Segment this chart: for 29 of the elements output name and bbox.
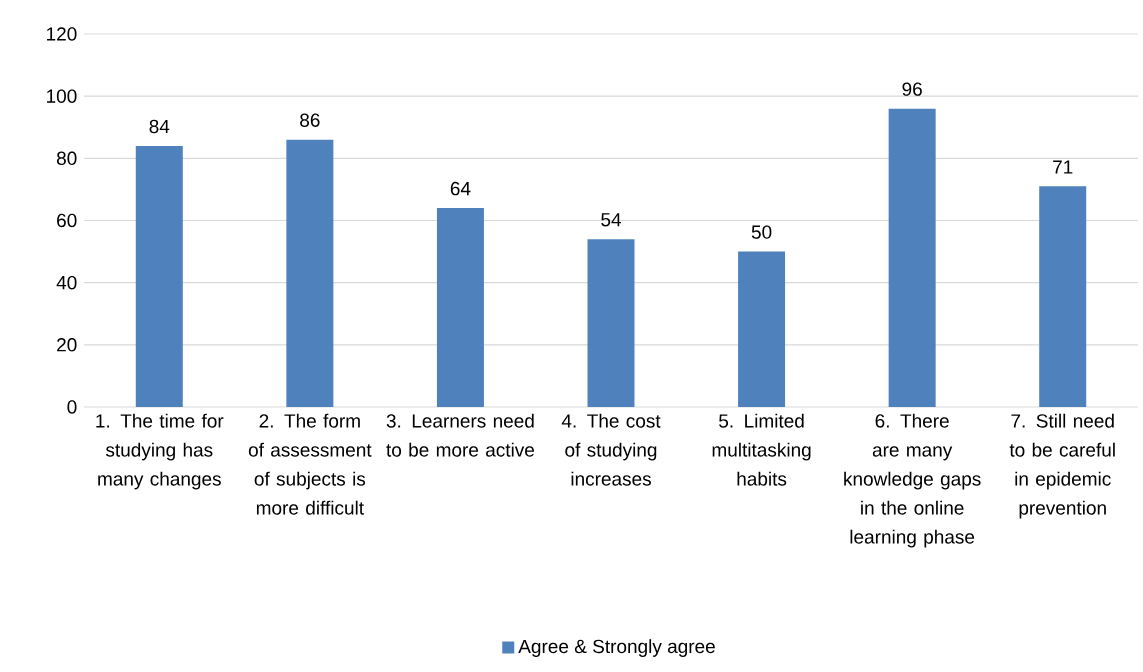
y-tick-label: 20 [57, 338, 77, 352]
data-label: 84 [149, 119, 170, 134]
data-label: 71 [1053, 160, 1073, 174]
legend-label: Agree & Strongly agree [518, 639, 715, 657]
y-tick-label: 40 [56, 275, 77, 290]
y-tick-label: 60 [57, 213, 77, 228]
x-tick-label: 2. The form of assessment of subjects is more difficult [248, 413, 372, 515]
data-label: 64 [450, 181, 471, 196]
bar [587, 239, 635, 407]
data-label: 96 [902, 82, 922, 96]
y-tick-label: 0 [67, 400, 77, 414]
bar [286, 139, 334, 407]
x-tick-label: 3. Learners need to be more active [386, 413, 535, 457]
x-tick-label: 1. The time for studying has many changes [96, 413, 224, 490]
data-label: 86 [300, 113, 320, 127]
x-tick-label: 6. There are many knowledge gaps in the online learning phase [844, 413, 981, 548]
y-tick-label: 80 [56, 151, 77, 166]
y-tick-label: 120 [47, 27, 77, 41]
x-tick-label: 7. Still need to be careful in epidemic prevention [1009, 413, 1115, 519]
bar [1039, 186, 1087, 407]
bar [888, 108, 936, 407]
bar [738, 251, 786, 407]
bar [135, 145, 183, 407]
data-label: 50 [751, 225, 772, 239]
x-tick-label: 4. The cost of studying increases [561, 413, 661, 486]
bar [436, 208, 484, 407]
data-label: 54 [601, 213, 622, 227]
x-tick-label: 5. Limited multitasking habits [712, 413, 811, 486]
y-tick-label: 100 [47, 89, 77, 103]
